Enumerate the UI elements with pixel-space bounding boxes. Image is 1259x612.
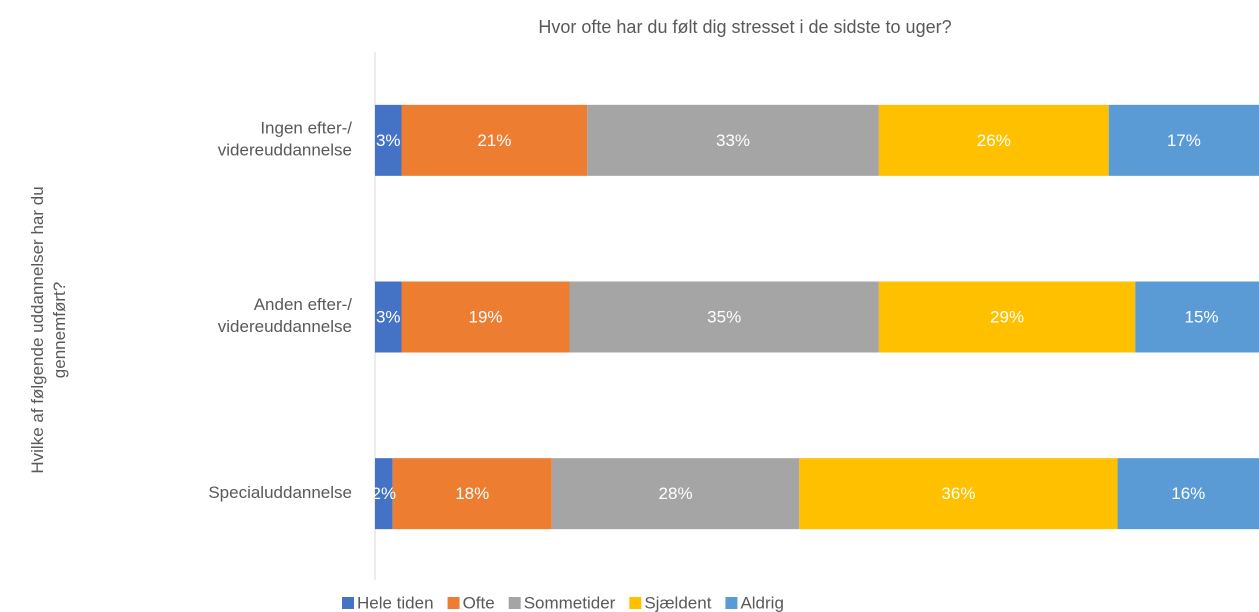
bar-segment xyxy=(375,458,393,530)
bar-segment xyxy=(569,281,879,353)
data-label: 35% xyxy=(707,307,741,326)
data-label: 2% xyxy=(372,484,397,503)
bar-segment xyxy=(401,281,570,353)
bar-segment xyxy=(1108,104,1259,176)
data-label: 33% xyxy=(716,131,750,150)
data-label: 28% xyxy=(659,484,693,503)
bar-segment xyxy=(401,104,588,176)
bar-segment xyxy=(799,458,1118,530)
data-label: 3% xyxy=(376,307,401,326)
bar-segment xyxy=(587,104,879,176)
data-label: 29% xyxy=(990,307,1024,326)
legend-swatch xyxy=(508,597,521,609)
plot-area xyxy=(375,104,1259,530)
legend-swatch xyxy=(629,597,642,609)
legend-label: Aldrig xyxy=(740,593,783,612)
legend-label: Sjældent xyxy=(644,593,711,612)
bar-segment xyxy=(1135,281,1259,353)
y-tick-label: Specialuddannelse xyxy=(208,483,352,502)
bar-segment xyxy=(375,281,402,353)
legend-swatch xyxy=(447,597,460,609)
y-axis-title: Hvilke af følgende uddannelser har du gen… xyxy=(28,186,69,473)
y-tick-label: Ingen efter-/videreuddannelse xyxy=(218,119,352,160)
legend-swatch xyxy=(342,597,354,609)
y-tick-label: Anden efter-/videreuddannelse xyxy=(218,295,352,336)
bar-segment xyxy=(375,104,402,176)
data-label: 36% xyxy=(941,484,975,503)
bar-segment xyxy=(551,458,800,530)
bar-segment xyxy=(1117,458,1259,530)
chart-title: Hvor ofte har du følt dig stresset i de … xyxy=(538,17,951,37)
bar-segment xyxy=(392,458,552,530)
data-label: 16% xyxy=(1171,484,1205,503)
legend-label: Sommetider xyxy=(524,593,616,612)
data-label: 21% xyxy=(477,131,511,150)
data-label: 18% xyxy=(455,484,489,503)
bar-segment xyxy=(878,104,1109,176)
data-label: 3% xyxy=(376,131,401,150)
legend-label: Ofte xyxy=(463,593,495,612)
data-label: 17% xyxy=(1167,131,1201,150)
legend-swatch xyxy=(725,597,738,609)
data-label: 15% xyxy=(1185,307,1219,326)
legend-label: Hele tiden xyxy=(357,593,434,612)
data-label: 26% xyxy=(977,131,1011,150)
bar-segment xyxy=(878,281,1136,353)
data-label: 19% xyxy=(468,307,502,326)
